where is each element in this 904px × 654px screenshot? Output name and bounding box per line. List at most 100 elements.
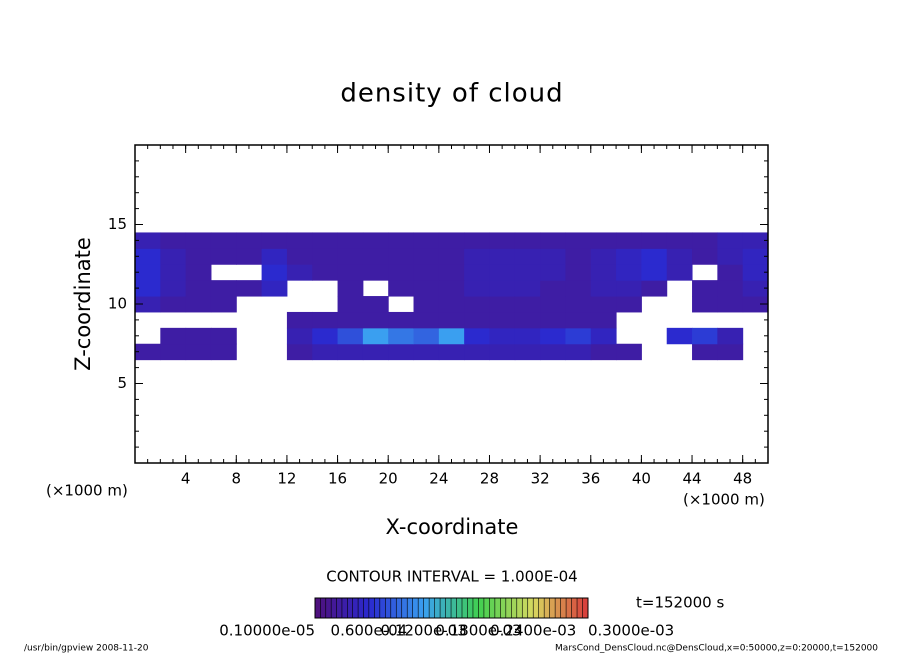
cloud-cell [337,327,364,345]
cloud-cell [666,248,693,265]
cloud-cell [590,327,617,345]
colorbar-stripe [352,598,359,618]
colorbar-stripe [434,598,441,618]
cloud-cell [742,296,769,313]
cloud-cell [565,280,592,297]
colorbar-stripe [379,598,386,618]
colorbar-stripe [538,598,545,618]
cloud-cell [160,232,187,249]
cloud-cell [514,296,541,313]
cloud-cell [692,343,718,361]
cloud-cell [489,311,516,329]
cloud-cell [616,248,642,265]
cloud-cell [590,248,617,265]
colorbar-stripe [445,598,452,618]
colorbar-label: 0.1800e-03 [435,622,521,640]
colorbar-stripe [571,598,578,618]
cloud-cell [717,280,744,297]
cloud-cell [388,232,415,249]
x-tick-label: 8 [232,470,242,488]
cloud-cell [413,280,440,297]
cloud-cell [362,296,389,313]
colorbar-label: 0.2400e-03 [490,622,576,640]
colorbar-label: 0.600e-04 [331,622,408,640]
cloud-cell [717,296,744,313]
x-tick-label: 28 [480,470,499,488]
cloud-cell [388,311,415,329]
x-tick-label: 40 [632,470,651,488]
cloud-cell [514,232,541,249]
cloud-cell [514,280,541,297]
cloud-cell [489,280,516,297]
cloud-cell [641,280,668,297]
colorbar-stripe [527,598,534,618]
colorbar-segment [423,598,479,618]
x-unit-label: (×1000 m) [46,482,128,500]
cloud-cell [590,232,617,249]
colorbar-stripe [363,598,370,618]
cloud-cell [337,343,364,361]
cloud-cell [464,311,490,329]
cloud-cell [210,296,237,313]
cloud-cell [616,280,642,297]
colorbar-stripe [358,598,364,618]
colorbar-stripe [505,598,512,618]
time-label: t=152000 s [636,594,724,612]
y-tick-label: 5 [117,374,127,392]
colorbar-stripe [368,598,375,618]
colorbar-stripe [516,598,523,618]
cloud-cell [540,327,566,345]
cloud-cell [362,232,389,249]
cloud-cell [413,296,440,313]
cloud-cell [717,264,744,281]
cloud-cell [210,232,237,249]
x-tick-label: 4 [181,470,191,488]
cloud-cell [337,232,364,249]
colorbar-stripe [341,598,348,618]
cloud-cell [185,232,212,249]
cloud-cell [185,248,212,265]
cloud-cell [312,248,339,265]
colorbar-stripe [549,598,556,618]
cloud-cell [464,280,490,297]
cloud-cell [464,327,490,345]
colorbar-segment [532,598,589,618]
colorbar-stripe [320,598,327,618]
colorbar-stripe [423,598,430,618]
cloud-cell [160,248,187,265]
colorbar-stripe [440,598,446,618]
cloud-cell [413,232,440,249]
cloud-cell [438,264,465,281]
colorbar-stripe [582,598,589,618]
colorbar-stripe [544,598,550,618]
cloud-cell [565,311,592,329]
cloud-cell [312,264,339,281]
cloud-cell [565,232,592,249]
cloud-cell [540,232,566,249]
colorbar-frame [314,597,589,619]
cloud-cell [666,327,693,345]
cloud-cell [489,264,516,281]
colorbar-stripe [511,598,518,618]
cloud-cell [135,232,161,249]
cloud-cell [413,343,440,361]
colorbar-stripe [533,598,539,618]
cloud-cell [742,264,769,281]
cloud-cell [742,232,769,249]
cloud-cell [692,280,718,297]
cloud-cell [514,311,541,329]
colorbar-stripe [522,598,529,618]
x-tick-label: 20 [379,470,398,488]
cloud-cell [540,248,566,265]
cloud-cell [489,248,516,265]
cloud-cell [438,311,465,329]
cloud-cell [565,343,592,361]
cloud-cell [464,264,490,281]
x-tick-label: 36 [581,470,600,488]
cloud-cell [616,343,642,361]
cloud-cell [641,248,668,265]
cloud-cell [210,343,237,361]
cloud-cell [540,264,566,281]
cloud-cell [641,232,668,249]
